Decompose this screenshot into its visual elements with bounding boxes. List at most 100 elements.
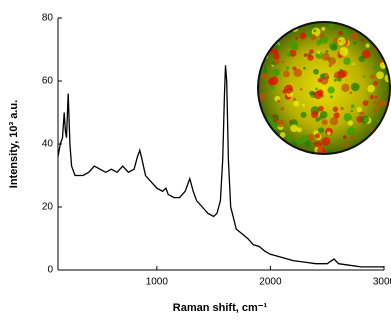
speckle bbox=[372, 25, 379, 32]
speckle bbox=[373, 38, 376, 41]
speckle bbox=[363, 75, 366, 78]
y-tick-label: 60 bbox=[42, 76, 54, 87]
speckle bbox=[385, 150, 389, 154]
chart: Raman shift, cm⁻¹ Intensity, 10³ a.u. 02… bbox=[0, 0, 391, 320]
speckle bbox=[294, 69, 302, 77]
speckle bbox=[295, 37, 298, 40]
speckle bbox=[330, 95, 333, 98]
speckle bbox=[365, 43, 369, 47]
speckle bbox=[322, 53, 330, 61]
y-tick-label: 40 bbox=[42, 139, 54, 150]
speckle bbox=[339, 47, 348, 56]
speckle bbox=[381, 123, 390, 132]
speckle bbox=[300, 88, 303, 91]
y-axis-label: Intensity, 10³ a.u. bbox=[8, 100, 20, 188]
speckle bbox=[346, 143, 349, 146]
speckle bbox=[307, 134, 314, 141]
y-tick-label: 80 bbox=[42, 13, 54, 24]
speckle bbox=[301, 112, 307, 118]
speckle bbox=[302, 104, 305, 107]
speckle bbox=[318, 106, 324, 112]
speckle bbox=[273, 53, 280, 60]
speckle bbox=[364, 148, 371, 155]
speckle bbox=[343, 136, 347, 140]
speckle bbox=[301, 135, 308, 142]
speckle bbox=[373, 66, 377, 70]
speckle bbox=[386, 82, 388, 84]
speckle bbox=[280, 107, 284, 111]
speckle bbox=[325, 50, 328, 53]
speckle bbox=[370, 95, 374, 99]
x-tick-label: 1000 bbox=[146, 277, 169, 288]
speckle bbox=[385, 58, 388, 61]
speckle bbox=[267, 137, 270, 140]
speckle bbox=[341, 84, 349, 92]
speckle bbox=[350, 22, 353, 25]
speckle bbox=[272, 69, 280, 77]
speckle bbox=[258, 53, 261, 56]
speckle bbox=[278, 150, 283, 155]
speckle bbox=[293, 101, 299, 107]
speckle bbox=[281, 61, 283, 63]
speckle bbox=[353, 42, 356, 45]
speckle bbox=[303, 67, 306, 70]
speckle bbox=[277, 120, 284, 127]
speckle bbox=[267, 39, 270, 42]
speckle bbox=[279, 26, 282, 29]
speckle bbox=[334, 79, 337, 82]
speckle bbox=[376, 100, 384, 108]
speckle bbox=[258, 39, 265, 46]
speckle bbox=[381, 20, 385, 24]
speckle bbox=[317, 89, 324, 96]
page: Raman shift, cm⁻¹ Intensity, 10³ a.u. 02… bbox=[0, 0, 391, 320]
speckle bbox=[343, 22, 345, 24]
speckle bbox=[343, 57, 351, 65]
speckle bbox=[317, 51, 321, 55]
speckle bbox=[334, 112, 340, 118]
speckle bbox=[283, 71, 290, 78]
speckle bbox=[315, 133, 320, 138]
speckle bbox=[338, 34, 341, 37]
speckle bbox=[313, 69, 319, 75]
speckle bbox=[373, 145, 378, 150]
speckle bbox=[373, 101, 376, 104]
speckle bbox=[320, 73, 325, 78]
speckle bbox=[266, 42, 269, 45]
speckle bbox=[268, 78, 275, 85]
speckle bbox=[290, 124, 298, 132]
speckle bbox=[290, 42, 298, 50]
speckle bbox=[344, 113, 352, 121]
speckle bbox=[382, 29, 390, 37]
speckle bbox=[377, 120, 380, 123]
speckle bbox=[367, 146, 372, 151]
speckle bbox=[293, 98, 296, 101]
speckle bbox=[318, 127, 324, 133]
speckle bbox=[362, 112, 365, 115]
speckle bbox=[270, 85, 275, 90]
speckle bbox=[342, 29, 347, 34]
speckle bbox=[345, 21, 348, 24]
speckle bbox=[311, 111, 318, 118]
y-tick-label: 20 bbox=[42, 202, 54, 213]
speckle bbox=[277, 24, 286, 33]
speckle bbox=[284, 85, 293, 94]
speckle bbox=[321, 27, 325, 31]
speckle bbox=[351, 83, 360, 92]
speckle bbox=[331, 44, 338, 51]
speckle bbox=[255, 148, 261, 154]
speckle bbox=[353, 63, 355, 65]
speckle bbox=[361, 38, 364, 41]
speckle bbox=[373, 81, 378, 86]
speckle bbox=[348, 120, 353, 125]
speckle bbox=[369, 25, 371, 27]
y-tick-label: 0 bbox=[47, 265, 53, 276]
speckle bbox=[307, 55, 313, 61]
speckle bbox=[333, 107, 338, 112]
speckle bbox=[367, 85, 375, 93]
speckle bbox=[310, 34, 316, 40]
speckle bbox=[370, 74, 375, 79]
speckle bbox=[287, 52, 292, 57]
speckle bbox=[328, 57, 336, 65]
speckle bbox=[313, 30, 316, 33]
speckle bbox=[382, 120, 385, 123]
